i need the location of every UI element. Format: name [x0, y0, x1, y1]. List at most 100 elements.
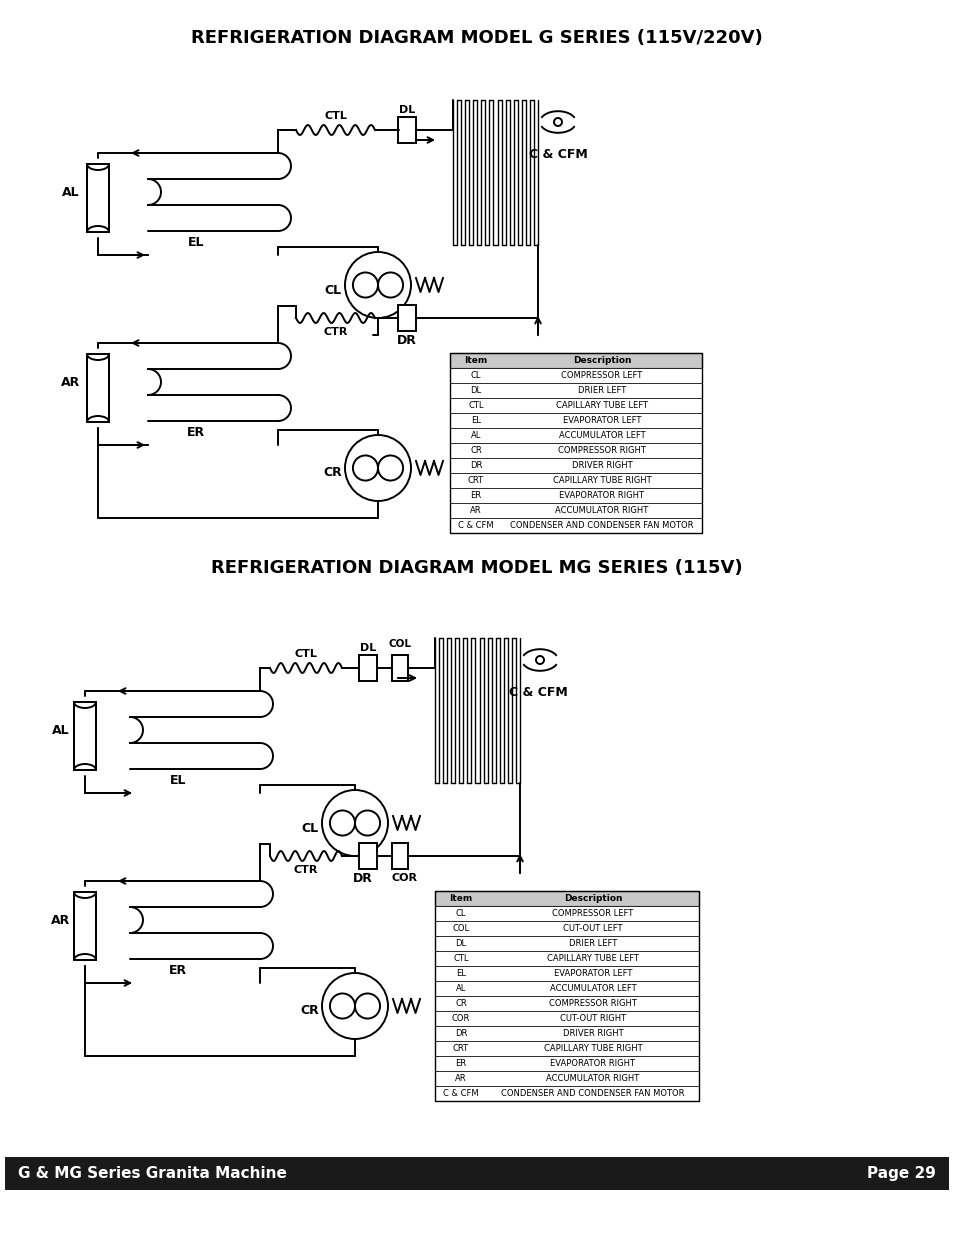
Text: CAPILLARY TUBE LEFT: CAPILLARY TUBE LEFT	[546, 953, 639, 963]
Bar	[450, 473, 701, 488]
Text: CUT-OUT LEFT: CUT-OUT LEFT	[562, 924, 622, 932]
Bar	[450, 412, 701, 429]
Text: Item: Item	[464, 356, 487, 366]
Text: C & CFM: C & CFM	[443, 1089, 478, 1098]
Bar	[435, 906, 699, 921]
Text: COL: COL	[452, 924, 469, 932]
Text: CR: CR	[323, 467, 341, 479]
Text: ACCUMULATOR LEFT: ACCUMULATOR LEFT	[558, 431, 644, 440]
Bar	[392, 844, 408, 869]
Bar	[435, 981, 699, 995]
Bar	[450, 353, 701, 368]
Bar	[397, 305, 416, 331]
Text: AL: AL	[62, 186, 80, 200]
Text: CTL: CTL	[294, 650, 317, 659]
Text: EVAPORATOR RIGHT: EVAPORATOR RIGHT	[558, 492, 644, 500]
Text: CTR: CTR	[294, 864, 318, 876]
Bar	[450, 383, 701, 398]
Text: Description: Description	[572, 356, 631, 366]
Bar	[450, 398, 701, 412]
Text: CTR: CTR	[323, 327, 347, 337]
Bar	[358, 844, 376, 869]
Bar	[435, 995, 699, 1011]
Text: ACCUMULATOR LEFT: ACCUMULATOR LEFT	[549, 984, 636, 993]
Bar	[435, 1011, 699, 1026]
Text: CL: CL	[301, 821, 318, 835]
Bar	[450, 503, 701, 517]
Bar	[87, 164, 109, 232]
Bar	[5, 1157, 948, 1191]
Bar	[435, 966, 699, 981]
Text: COMPRESSOR LEFT: COMPRESSOR LEFT	[560, 370, 642, 380]
Text: CAPILLARY TUBE RIGHT: CAPILLARY TUBE RIGHT	[552, 475, 651, 485]
Text: DR: DR	[455, 1029, 467, 1037]
Text: COR: COR	[452, 1014, 470, 1023]
Text: CONDENSER AND CONDENSER FAN MOTOR: CONDENSER AND CONDENSER FAN MOTOR	[510, 521, 693, 530]
Text: COMPRESSOR RIGHT: COMPRESSOR RIGHT	[549, 999, 637, 1008]
Bar	[74, 892, 96, 960]
Text: AL: AL	[456, 984, 466, 993]
Text: AL: AL	[52, 725, 70, 737]
Text: C & CFM: C & CFM	[528, 148, 587, 162]
Bar	[435, 890, 699, 1100]
Bar	[435, 936, 699, 951]
Text: DL: DL	[455, 939, 466, 948]
Text: AR: AR	[51, 914, 70, 927]
Text: EL: EL	[188, 236, 204, 249]
Text: CTL: CTL	[453, 953, 468, 963]
Text: CAPILLARY TUBE RIGHT: CAPILLARY TUBE RIGHT	[543, 1044, 641, 1053]
Bar	[450, 517, 701, 534]
Text: DL: DL	[359, 643, 375, 653]
Text: EVAPORATOR LEFT: EVAPORATOR LEFT	[554, 969, 632, 978]
Bar	[435, 951, 699, 966]
Text: REFRIGERATION DIAGRAM MODEL MG SERIES (115V): REFRIGERATION DIAGRAM MODEL MG SERIES (1…	[211, 559, 742, 577]
Bar	[358, 655, 376, 680]
Text: EL: EL	[456, 969, 465, 978]
Text: CAPILLARY TUBE LEFT: CAPILLARY TUBE LEFT	[556, 401, 647, 410]
Text: CUT-OUT RIGHT: CUT-OUT RIGHT	[559, 1014, 625, 1023]
Text: DR: DR	[396, 333, 416, 347]
Text: ER: ER	[470, 492, 481, 500]
Bar	[450, 443, 701, 458]
Bar	[435, 1086, 699, 1100]
Text: AR: AR	[61, 377, 80, 389]
Text: CR: CR	[470, 446, 481, 454]
Bar	[450, 488, 701, 503]
Text: CL: CL	[470, 370, 480, 380]
Text: CL: CL	[325, 284, 341, 296]
Text: CR: CR	[455, 999, 466, 1008]
Text: CONDENSER AND CONDENSER FAN MOTOR: CONDENSER AND CONDENSER FAN MOTOR	[500, 1089, 684, 1098]
Text: AL: AL	[471, 431, 480, 440]
Text: ACCUMULATOR RIGHT: ACCUMULATOR RIGHT	[555, 506, 648, 515]
Bar	[435, 1041, 699, 1056]
Text: DRIVER RIGHT: DRIVER RIGHT	[571, 461, 632, 471]
Text: CR: CR	[300, 1004, 318, 1018]
Text: EVAPORATOR RIGHT: EVAPORATOR RIGHT	[550, 1058, 635, 1068]
Text: CTL: CTL	[468, 401, 483, 410]
Text: DRIER LEFT: DRIER LEFT	[578, 387, 625, 395]
Text: Page 29: Page 29	[866, 1166, 935, 1181]
Text: C & CFM: C & CFM	[457, 521, 494, 530]
Text: COR: COR	[392, 873, 417, 883]
Text: CRT: CRT	[453, 1044, 469, 1053]
Bar	[392, 655, 408, 680]
Bar	[87, 354, 109, 422]
Text: DRIER LEFT: DRIER LEFT	[568, 939, 617, 948]
Text: Description: Description	[563, 894, 621, 903]
Bar	[435, 1026, 699, 1041]
Text: C & CFM: C & CFM	[508, 687, 567, 699]
Bar	[450, 458, 701, 473]
Text: AR: AR	[455, 1074, 466, 1083]
Text: AR: AR	[470, 506, 481, 515]
Text: G & MG Series Granita Machine: G & MG Series Granita Machine	[18, 1166, 287, 1181]
Text: COMPRESSOR RIGHT: COMPRESSOR RIGHT	[558, 446, 645, 454]
Text: COL: COL	[388, 638, 411, 650]
Text: COMPRESSOR LEFT: COMPRESSOR LEFT	[552, 909, 633, 918]
Text: DL: DL	[398, 105, 415, 115]
Text: REFRIGERATION DIAGRAM MODEL G SERIES (115V/220V): REFRIGERATION DIAGRAM MODEL G SERIES (11…	[191, 28, 762, 47]
Text: DRIVER RIGHT: DRIVER RIGHT	[562, 1029, 622, 1037]
Text: CL: CL	[456, 909, 466, 918]
Bar	[450, 353, 701, 534]
Bar	[435, 890, 699, 906]
Text: EL: EL	[170, 774, 186, 788]
